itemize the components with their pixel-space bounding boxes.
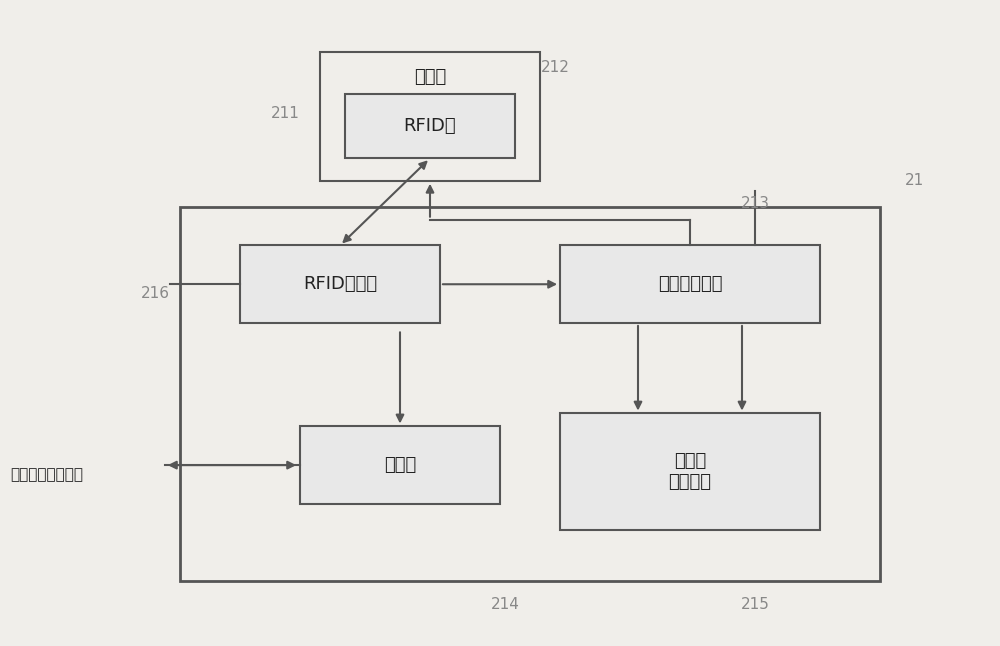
FancyBboxPatch shape (345, 94, 515, 158)
Text: 内窥镜: 内窥镜 (414, 68, 446, 86)
FancyBboxPatch shape (300, 426, 500, 504)
Text: 213: 213 (740, 196, 770, 211)
Text: 212: 212 (541, 60, 569, 76)
Text: 21: 21 (905, 173, 925, 189)
Text: 内窥镜
存储器部: 内窥镜 存储器部 (669, 452, 712, 491)
Text: 内窥镜控制部: 内窥镜控制部 (658, 275, 722, 293)
FancyBboxPatch shape (240, 245, 440, 323)
Text: RFID读卡器: RFID读卡器 (303, 275, 377, 293)
Text: 214: 214 (491, 596, 519, 612)
FancyBboxPatch shape (560, 245, 820, 323)
Text: RFID芚: RFID芚 (404, 117, 456, 135)
Text: 211: 211 (271, 105, 299, 121)
Text: 内窥镜管理服务器: 内窥镜管理服务器 (10, 467, 83, 483)
FancyBboxPatch shape (560, 413, 820, 530)
Text: 通讯部: 通讯部 (384, 456, 416, 474)
Text: 216: 216 (140, 286, 170, 302)
Text: 215: 215 (741, 596, 769, 612)
